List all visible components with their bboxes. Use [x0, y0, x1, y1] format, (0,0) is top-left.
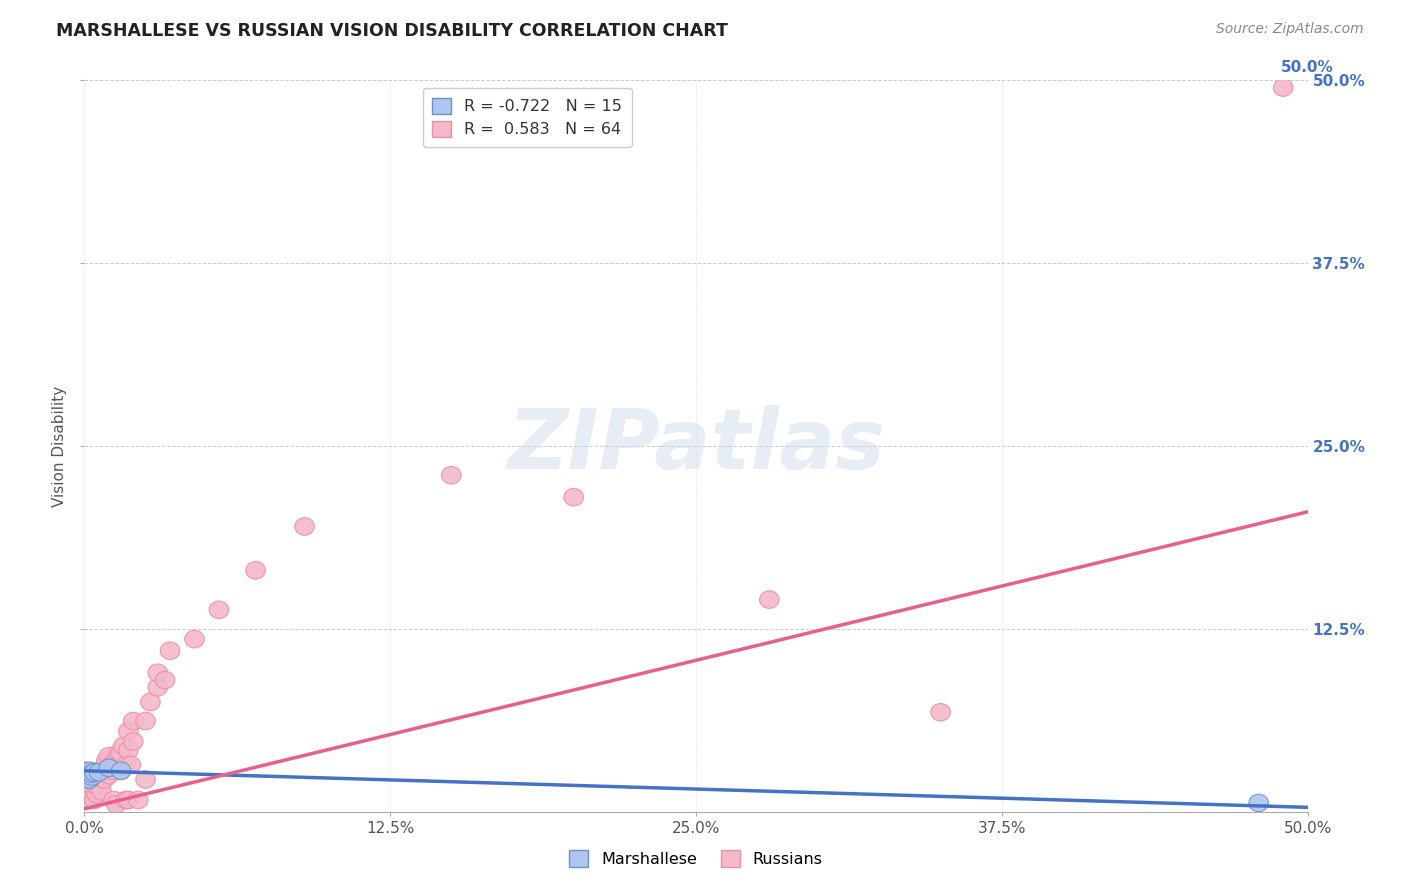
Ellipse shape	[98, 759, 118, 777]
Ellipse shape	[121, 756, 141, 773]
Ellipse shape	[84, 773, 104, 791]
Ellipse shape	[564, 489, 583, 506]
Ellipse shape	[118, 741, 138, 759]
Ellipse shape	[931, 704, 950, 721]
Ellipse shape	[80, 766, 98, 784]
Ellipse shape	[82, 781, 101, 798]
Ellipse shape	[84, 791, 104, 809]
Ellipse shape	[75, 771, 94, 789]
Ellipse shape	[209, 601, 229, 619]
Ellipse shape	[80, 777, 98, 794]
Text: Source: ZipAtlas.com: Source: ZipAtlas.com	[1216, 22, 1364, 37]
Ellipse shape	[91, 782, 111, 800]
Ellipse shape	[104, 791, 124, 809]
Ellipse shape	[89, 762, 108, 780]
Ellipse shape	[77, 765, 97, 782]
Ellipse shape	[759, 591, 779, 608]
Ellipse shape	[82, 785, 101, 803]
Ellipse shape	[114, 737, 134, 755]
Ellipse shape	[77, 773, 97, 791]
Ellipse shape	[87, 777, 107, 794]
Ellipse shape	[82, 789, 101, 805]
Ellipse shape	[75, 762, 94, 780]
Ellipse shape	[80, 791, 98, 809]
Ellipse shape	[80, 780, 98, 797]
Ellipse shape	[77, 769, 97, 787]
Ellipse shape	[111, 762, 131, 780]
Ellipse shape	[118, 723, 138, 740]
Ellipse shape	[82, 765, 101, 782]
Ellipse shape	[148, 679, 167, 696]
Ellipse shape	[89, 777, 108, 794]
Ellipse shape	[246, 562, 266, 579]
Ellipse shape	[80, 771, 98, 789]
Ellipse shape	[89, 764, 108, 781]
Ellipse shape	[77, 764, 97, 781]
Ellipse shape	[87, 771, 107, 789]
Ellipse shape	[94, 759, 114, 777]
Ellipse shape	[94, 771, 114, 789]
Ellipse shape	[107, 796, 127, 814]
Ellipse shape	[1274, 78, 1294, 96]
Ellipse shape	[118, 791, 138, 809]
Ellipse shape	[128, 791, 148, 809]
Ellipse shape	[82, 768, 101, 785]
Ellipse shape	[136, 771, 155, 789]
Y-axis label: Vision Disability: Vision Disability	[52, 385, 67, 507]
Ellipse shape	[1249, 794, 1268, 812]
Ellipse shape	[98, 747, 118, 765]
Ellipse shape	[111, 762, 131, 780]
Ellipse shape	[141, 693, 160, 711]
Ellipse shape	[148, 664, 167, 681]
Ellipse shape	[104, 762, 124, 780]
Ellipse shape	[89, 766, 108, 784]
Ellipse shape	[108, 745, 128, 762]
Ellipse shape	[101, 756, 121, 773]
Legend: Marshallese, Russians: Marshallese, Russians	[562, 844, 830, 873]
Text: MARSHALLESE VS RUSSIAN VISION DISABILITY CORRELATION CHART: MARSHALLESE VS RUSSIAN VISION DISABILITY…	[56, 22, 728, 40]
Text: ZIPatlas: ZIPatlas	[508, 406, 884, 486]
Ellipse shape	[91, 766, 111, 784]
Ellipse shape	[111, 745, 131, 762]
Ellipse shape	[117, 791, 136, 809]
Ellipse shape	[160, 642, 180, 659]
Ellipse shape	[124, 732, 143, 750]
Ellipse shape	[295, 517, 315, 535]
Ellipse shape	[98, 766, 118, 784]
Ellipse shape	[77, 766, 97, 784]
Ellipse shape	[87, 785, 107, 803]
Ellipse shape	[77, 781, 97, 798]
Ellipse shape	[80, 762, 98, 780]
Ellipse shape	[84, 764, 104, 781]
Ellipse shape	[75, 766, 94, 784]
Ellipse shape	[97, 762, 117, 780]
Ellipse shape	[124, 712, 143, 730]
Ellipse shape	[155, 672, 174, 689]
Ellipse shape	[91, 773, 111, 791]
Ellipse shape	[97, 752, 117, 769]
Ellipse shape	[136, 712, 155, 730]
Ellipse shape	[117, 756, 136, 773]
Ellipse shape	[80, 771, 98, 789]
Ellipse shape	[77, 777, 97, 794]
Ellipse shape	[184, 631, 204, 648]
Ellipse shape	[107, 752, 127, 769]
Ellipse shape	[82, 777, 101, 794]
Ellipse shape	[441, 467, 461, 484]
